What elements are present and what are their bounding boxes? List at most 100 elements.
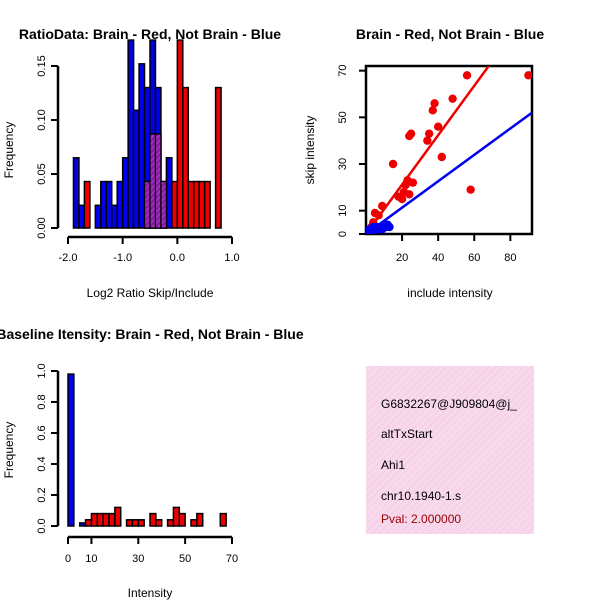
- not-brain-bar: [110, 204, 118, 229]
- brain-bar: [125, 519, 134, 527]
- not-brain-bar: [127, 39, 135, 229]
- brain-bar: [137, 519, 145, 527]
- not-brain-bar: [94, 204, 102, 229]
- y-tick-label: 50: [337, 111, 349, 123]
- not-brain-bar: [165, 157, 173, 229]
- brain-bar: [192, 180, 200, 229]
- brain-bar: [176, 39, 184, 229]
- brain-point: [437, 152, 446, 162]
- brain-fit-line: [366, 66, 490, 234]
- brain-bar: [108, 512, 116, 527]
- x-tick-label: 40: [432, 252, 444, 264]
- brain-bar: [203, 180, 211, 229]
- y-axis-label: Frequency: [2, 122, 16, 179]
- not-brain-point: [385, 222, 394, 232]
- brain-bar: [187, 180, 195, 229]
- brain-bar: [214, 86, 222, 229]
- event-type: altTxStart: [381, 427, 433, 441]
- baseline-histogram: Baseline Itensity: Brain - Red, Not Brai…: [0, 326, 304, 600]
- x-tick-label: 1.0: [224, 252, 239, 264]
- y-tick-label: 10: [337, 205, 349, 217]
- axes: -2.0 -1.0 0.0 1.0 0.00 0.05 0.10 0.15: [36, 55, 240, 264]
- x-axis-label: include intensity: [407, 286, 492, 300]
- brain-bar: [149, 512, 157, 527]
- brain-bar: [166, 519, 175, 527]
- brain-bar: [196, 512, 204, 527]
- gene-name: Ahi1: [381, 458, 405, 472]
- brain-point: [378, 201, 387, 211]
- x-tick-label: 60: [468, 252, 480, 264]
- y-tick-label: 0.10: [36, 109, 48, 130]
- x-tick-label: 50: [179, 553, 191, 565]
- not-brain-bar: [138, 63, 146, 229]
- brain-point: [405, 190, 414, 199]
- brain-bar: [219, 512, 227, 527]
- brain-bar: [131, 519, 140, 527]
- brain-point: [428, 106, 437, 115]
- brain-point: [430, 99, 439, 108]
- brain-bar: [90, 512, 99, 527]
- y-tick-label: 0: [337, 231, 349, 237]
- not-brain-bar: [105, 180, 113, 229]
- brain-point: [424, 129, 434, 138]
- chart-title: Brain - Red, Not Brain - Blue: [356, 26, 544, 42]
- y-tick-label: 0.00: [36, 217, 48, 238]
- brain-bar: [182, 86, 190, 229]
- y-tick-label: 70: [337, 65, 349, 77]
- y-tick-label: 0.15: [36, 55, 48, 76]
- brain-point: [448, 94, 457, 103]
- brain-point: [408, 178, 418, 187]
- brain-bar: [83, 180, 91, 229]
- brain-point: [388, 159, 398, 169]
- y-axis-label: skip intensity: [303, 116, 317, 185]
- overlap-bar: [149, 133, 157, 229]
- chart-title: RatioData: Brain - Red, Not Brain - Blue: [19, 26, 281, 42]
- not-brain-bar: [116, 180, 124, 229]
- not-brain-bar: [78, 204, 86, 229]
- plot-area: [366, 66, 532, 234]
- y-tick-label: 0.2: [36, 487, 48, 502]
- y-tick-label: 0.8: [36, 394, 48, 409]
- x-tick-label: -2.0: [59, 252, 78, 264]
- brain-point: [462, 71, 472, 80]
- x-tick-label: 30: [132, 553, 144, 565]
- brain-point: [397, 194, 407, 204]
- brain-bar: [155, 519, 163, 527]
- not-brain-bar: [100, 180, 108, 229]
- info-box-background: [366, 366, 534, 534]
- y-tick-label: 0.05: [36, 163, 48, 184]
- x-axis-label: Intensity: [128, 586, 173, 600]
- y-tick-label: 1.0: [36, 363, 48, 378]
- x-tick-label: 20: [396, 252, 408, 264]
- x-tick-label: 70: [226, 553, 238, 565]
- y-tick-label: 0.4: [36, 456, 48, 471]
- brain-point: [406, 129, 416, 138]
- plot-frame: [364, 64, 534, 236]
- brain-bar: [172, 506, 181, 527]
- bars: [72, 39, 222, 229]
- x-axis-label: Log2 Ratio Skip/Include: [87, 286, 214, 300]
- not-brain-fit-line: [366, 111, 532, 234]
- not-brain-bar: [78, 522, 87, 527]
- brain-point: [524, 71, 532, 80]
- brain-bar: [96, 512, 104, 527]
- brain-bar: [114, 506, 122, 527]
- y-tick-label: 0.6: [36, 425, 48, 440]
- not-brain-bar: [72, 157, 80, 229]
- probe-id: chr10.1940-1.s: [381, 489, 461, 503]
- bars: [67, 373, 227, 527]
- brain-bar: [102, 512, 110, 527]
- brain-bar: [171, 180, 179, 229]
- brain-bar: [178, 512, 186, 527]
- gene-id: G6832267@J909804@j_: [381, 397, 517, 411]
- intensity-scatter: Brain - Red, Not Brain - Blue 20 40 60 80 0 1…: [303, 26, 544, 300]
- brain-bar: [190, 519, 198, 527]
- y-tick-label: 0.0: [36, 518, 48, 533]
- ratio-histogram: RatioData: Brain - Red, Not Brain - Blue…: [2, 26, 281, 300]
- brain-bar: [84, 519, 93, 527]
- y-tick-label: 30: [337, 158, 349, 170]
- x-tick-label: -1.0: [113, 252, 132, 264]
- x-tick-label: 80: [504, 252, 516, 264]
- x-tick-label: 0.0: [170, 252, 185, 264]
- overlap-bar: [143, 180, 151, 229]
